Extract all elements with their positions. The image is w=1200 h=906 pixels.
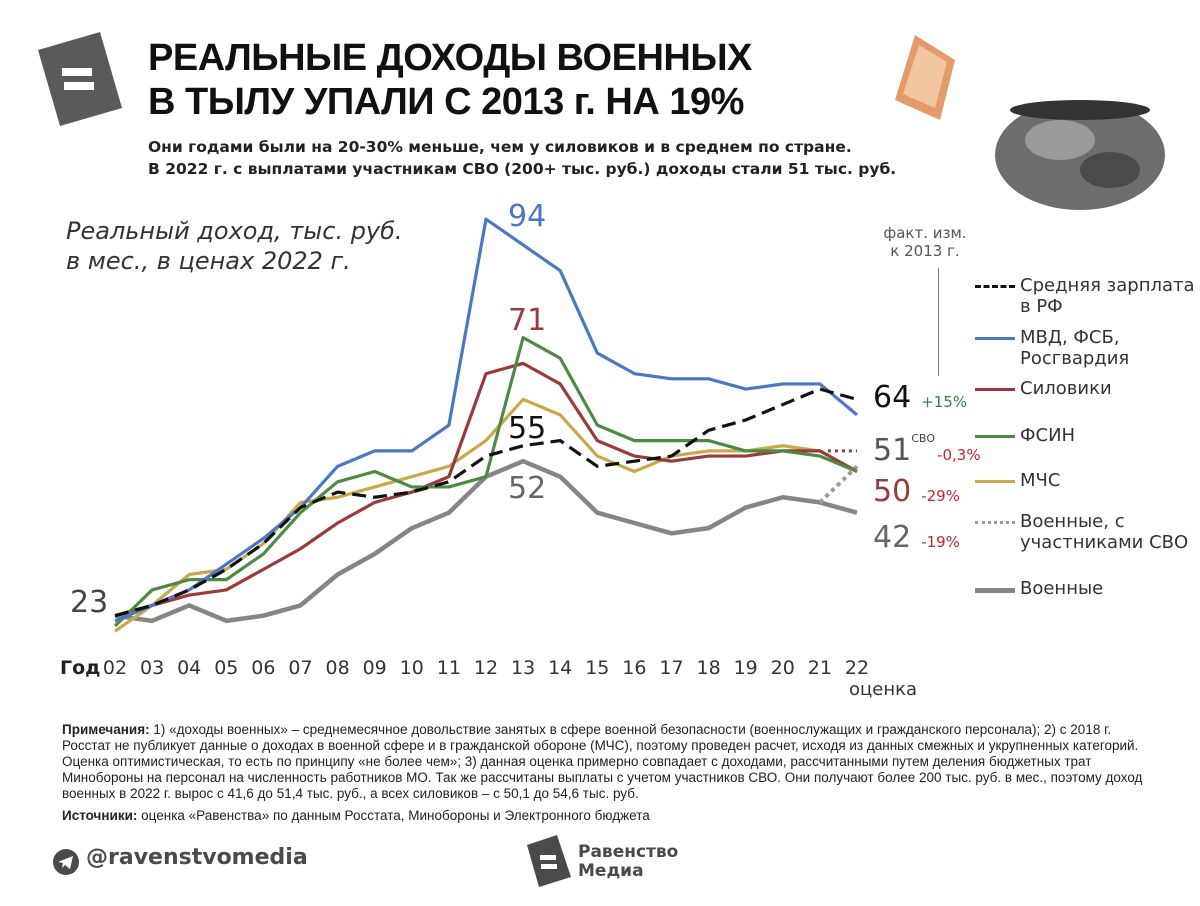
start-value-label: 23 [70, 585, 108, 620]
telegram-handle[interactable]: @ravenstvomedia [86, 845, 308, 870]
change-header-line: к 2013 г. [890, 242, 960, 260]
logo-icon [38, 32, 122, 126]
series-line-1 [818, 464, 859, 504]
legend-label: Средняя зарплата в РФ [1020, 275, 1195, 317]
x-tick-label: 05 [214, 657, 238, 679]
peak-label-military: 52 [508, 471, 546, 506]
end-value: 51 [873, 433, 912, 468]
end-value: 42 [873, 520, 912, 555]
legend-swatch [975, 285, 1015, 288]
change-pct: -0,3% [937, 446, 981, 464]
legend-label: МВД, ФСБ, Росгвардия [1020, 327, 1130, 369]
change-pct: -19% [921, 533, 960, 551]
x-tick-label: 19 [734, 657, 758, 679]
x-tick-label: 10 [400, 657, 424, 679]
legend-swatch [975, 588, 1015, 593]
series-line-3 [114, 361, 858, 618]
x-tick-label: 17 [659, 657, 683, 679]
change-pct: +15% [921, 393, 968, 411]
legend-label: Военные [1020, 578, 1104, 599]
x-tick-label: 13 [511, 657, 535, 679]
end-label: 64 +15% [873, 380, 967, 415]
legend-swatch [975, 480, 1015, 483]
notes-text: 1) «доходы военных» – среднемесячное дов… [62, 722, 1143, 801]
end-label: 50 -29% [873, 474, 960, 509]
x-tick-label: 12 [474, 657, 498, 679]
end-value: 50 [873, 474, 912, 509]
brand-logo-icon [527, 835, 571, 887]
y-label-line: Реальный доход, тыс. руб. [66, 217, 403, 245]
sources-text: оценка «Равенства» по данным Росстата, М… [137, 808, 650, 823]
x-tick-label: 21 [808, 657, 832, 679]
y-label-line: в мес., в ценах 2022 г. [66, 247, 351, 275]
legend-item: Военные [975, 578, 1200, 599]
legend-swatch [975, 388, 1015, 391]
sources-label: Источники: [62, 808, 138, 823]
legend-label: Силовики [1020, 378, 1112, 399]
title-line: РЕАЛЬНЫЕ ДОХОДЫ ВОЕННЫХ [148, 37, 752, 79]
line-chart: 02 03 04 05 06 07 08 09 10 11 12 13 14 15 16 17 18 19 20 21… [60, 199, 917, 700]
legend-item: Силовики [975, 378, 1200, 399]
banknote-icon [895, 35, 955, 120]
brand-line: Равенство [578, 842, 679, 862]
legend-item: ФСИН [975, 425, 1200, 446]
legend-swatch [975, 521, 1015, 524]
legend-item: Средняя зарплата в РФ [975, 275, 1200, 317]
divider [938, 268, 939, 376]
x-tick-label: 11 [437, 657, 461, 679]
end-label: 51СВО-0,3% [873, 432, 981, 468]
legend-label: МЧС [1020, 470, 1061, 491]
change-pct: -29% [921, 487, 960, 505]
x-tick-label: 09 [363, 657, 387, 679]
x-tick-label: 07 [288, 657, 312, 679]
legend-swatch [975, 435, 1015, 438]
end-label: 42 -19% [873, 520, 960, 555]
change-header-line: факт. изм. [883, 224, 967, 242]
notes-label: Примечания: [62, 722, 150, 737]
series-line-0 [114, 458, 858, 624]
peak-label-silov: 71 [508, 303, 546, 338]
subtitle-line: В 2022 г. с выплатами участникам СВО (20… [148, 160, 897, 178]
x-tick-label: 04 [177, 657, 201, 679]
x-tick-label: 14 [548, 657, 572, 679]
svo-sup: СВО [911, 432, 936, 445]
x-tick-label: 20 [771, 657, 795, 679]
x-tick-label: 18 [697, 657, 721, 679]
telegram-icon [53, 849, 79, 875]
page-title: РЕАЛЬНЫЕ ДОХОДЫ ВОЕННЫХ В ТЫЛУ УПАЛИ С 2… [148, 36, 752, 124]
subtitle-line: Они годами были на 20-30% меньше, чем у … [148, 138, 852, 156]
y-axis-label: Реальный доход, тыс. руб. в мес., в цена… [66, 216, 403, 276]
legend-label: Военные, с участниками СВО [1020, 511, 1189, 553]
sources: Источники: оценка «Равенства» по данным … [62, 808, 650, 823]
x-tick-label: 22 [845, 657, 869, 679]
peak-label-mvd: 94 [508, 199, 546, 234]
legend-item: Военные, с участниками СВО [975, 511, 1200, 553]
x-tick-label: 16 [622, 657, 646, 679]
x-tick-label: 03 [140, 657, 164, 679]
series-line-5 [114, 217, 859, 623]
end-value: 64 [873, 380, 912, 415]
subtitle: Они годами были на 20-30% меньше, чем у … [148, 136, 896, 180]
series-line-6 [114, 387, 858, 618]
legend-item: МВД, ФСБ, Росгвардия [975, 327, 1200, 369]
legend-swatch [975, 337, 1015, 340]
series-line-4 [113, 336, 858, 628]
change-header: факт. изм. к 2013 г. [870, 224, 980, 260]
peak-label-avg: 55 [508, 411, 546, 446]
x-tick-label: 15 [585, 657, 609, 679]
brand-line: Медиа [578, 861, 644, 881]
x-axis-label: Год [60, 657, 101, 679]
x-tick-note: оценка [849, 679, 917, 700]
x-tick-label: 06 [251, 657, 275, 679]
x-tick-label: 08 [326, 657, 350, 679]
notes: Примечания: 1) «доходы военных» – средне… [62, 722, 1152, 802]
brand-name: Равенство Медиа [578, 843, 678, 881]
series-line-2 [114, 397, 858, 633]
title-line: В ТЫЛУ УПАЛИ С 2013 г. НА 19% [148, 81, 744, 123]
legend-label: ФСИН [1020, 425, 1076, 446]
x-tick-label: 02 [103, 657, 127, 679]
legend-item: МЧС [975, 470, 1200, 491]
helmet-icon [995, 100, 1165, 210]
